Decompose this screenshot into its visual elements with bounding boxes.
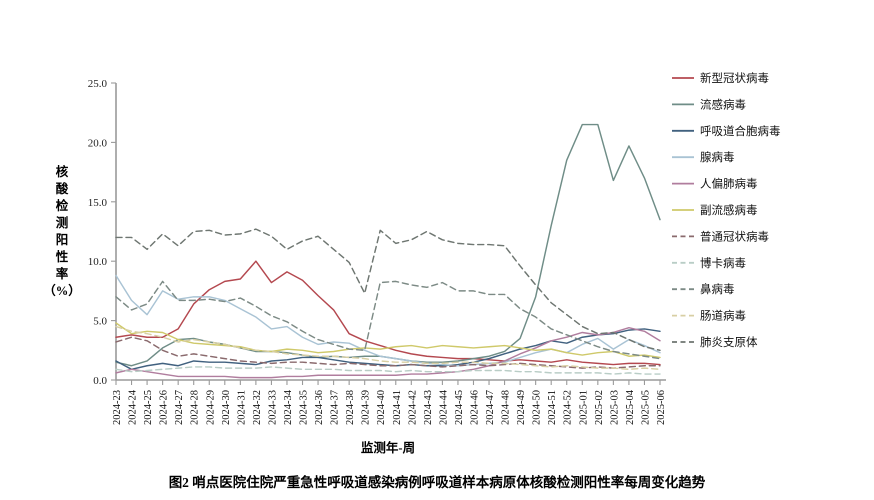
x-tick-label: 2025-04: [625, 389, 636, 425]
x-tick-label: 2024-42: [407, 390, 418, 425]
legend-item-label: 肺炎支原体: [700, 335, 758, 349]
x-tick-label: 2024-23: [112, 390, 123, 425]
legend-item-label: 腺病毒: [700, 150, 735, 164]
x-tick-label: 2024-35: [299, 390, 310, 425]
y-tick-label: 25.0: [88, 78, 108, 90]
series-line-0: [115, 260, 661, 366]
series-line-6: [115, 336, 661, 369]
x-tick-label: 2024-39: [361, 390, 372, 425]
series-line-2: [115, 328, 661, 371]
x-tick-label: 2024-33: [267, 390, 278, 425]
caption-label: 图2 哨点医院住院严重急性呼吸道感染病例呼吸道样本病原体核酸检测阳性率每周变化趋…: [169, 474, 706, 490]
x-tick-label: 2024-43: [423, 390, 434, 425]
axis-lines: [115, 83, 666, 381]
x-tick-label: 2024-44: [438, 389, 449, 425]
series-line-9: [115, 325, 661, 371]
y-axis-title: 核酸检测阳性率 （%）: [43, 164, 81, 298]
series-line-3: [115, 274, 661, 367]
x-tick-label: 2024-34: [283, 389, 294, 425]
x-tick-label: 2024-41: [392, 390, 403, 425]
y-tick-label: 15.0: [88, 197, 108, 209]
x-tick-label: 2024-49: [516, 390, 527, 425]
x-tick-label: 2024-47: [485, 390, 496, 425]
legend-item-label: 新型冠状病毒: [700, 71, 769, 85]
x-tick-label: 2024-24: [128, 389, 139, 425]
legend-item-label: 鼻病毒: [700, 282, 735, 296]
legend-item-label: 流感病毒: [700, 97, 746, 111]
y-tick-label: 20.0: [88, 137, 108, 149]
x-tick-label: 2024-32: [252, 390, 263, 425]
x-tick-label: 2025-06: [656, 390, 667, 425]
y-tick-label: 5.0: [93, 316, 107, 328]
series-lines: [115, 123, 661, 379]
series-line-7: [115, 366, 661, 375]
x-tick-label: 2025-03: [609, 390, 620, 425]
legend-item-label: 人偏肺病毒: [700, 177, 758, 191]
figure-caption: 图2 哨点医院住院严重急性呼吸道感染病例呼吸道样本病原体核酸检测阳性率每周变化趋…: [169, 474, 706, 490]
series-line-10: [115, 228, 661, 352]
x-tick-label: 2024-46: [469, 390, 480, 425]
y-tick-label: 10.0: [88, 256, 108, 268]
y-tick-label: 0.0: [93, 375, 107, 387]
x-tick-label: 2024-25: [143, 390, 154, 425]
y-axis-title-char: 酸: [56, 181, 69, 196]
x-tick-label: 2024-52: [563, 390, 574, 425]
series-line-8: [115, 280, 661, 360]
x-tick-label: 2025-01: [578, 390, 589, 425]
legend-item-label: 博卡病毒: [700, 256, 746, 270]
x-axis-title: 监测年-周: [361, 440, 415, 455]
y-axis-title-char: 检: [56, 198, 69, 213]
x-tick-label: 2024-27: [174, 390, 185, 425]
legend-item-label: 肠道病毒: [700, 309, 746, 323]
chart-legend: 新型冠状病毒流感病毒呼吸道合胞病毒腺病毒人偏肺病毒副流感病毒普通冠状病毒博卡病毒…: [672, 71, 781, 349]
x-tick-label: 2024-38: [345, 390, 356, 425]
x-tick-label: 2024-37: [330, 390, 341, 425]
x-tick-label: 2024-36: [314, 390, 325, 425]
x-tick-label: 2024-26: [159, 390, 170, 425]
y-axis-ticks: 0.0 5.0 10.0 15.0 20.0 25.0: [88, 78, 116, 387]
x-tick-label: 2024-40: [376, 390, 387, 425]
x-tick-label: 2024-28: [190, 390, 201, 425]
legend-item-label: 呼吸道合胞病毒: [700, 124, 781, 138]
y-axis-title-char: 阳: [56, 232, 69, 247]
legend-item-label: 普通冠状病毒: [700, 229, 769, 243]
y-axis-title-char: 率: [56, 266, 69, 281]
x-tick-label: 2024-48: [501, 390, 512, 425]
x-tick-label: 2024-29: [205, 390, 216, 425]
x-axis-title-text: 监测年-周: [361, 440, 415, 455]
x-tick-label: 2024-31: [236, 390, 247, 425]
series-line-1: [115, 123, 661, 367]
x-axis-ticks: 2024-23 2024-24 2024-25 2024-26 2024-27 2024-…: [112, 380, 667, 425]
y-axis-title-char: 性: [55, 249, 69, 264]
x-tick-label: 2025-02: [594, 390, 605, 425]
y-axis-title-char: 核: [56, 164, 69, 179]
x-tick-label: 2024-50: [532, 390, 543, 425]
x-tick-label: 2024-51: [547, 390, 558, 425]
x-tick-label: 2024-45: [454, 390, 465, 425]
x-tick-label: 2024-30: [221, 390, 232, 425]
x-tick-label: 2025-05: [640, 390, 651, 425]
legend-item-label: 副流感病毒: [700, 203, 758, 217]
y-axis-title-char: 测: [56, 215, 69, 230]
series-line-4: [115, 327, 661, 379]
series-line-5: [115, 322, 661, 359]
y-axis-title-char: （%）: [43, 283, 81, 298]
